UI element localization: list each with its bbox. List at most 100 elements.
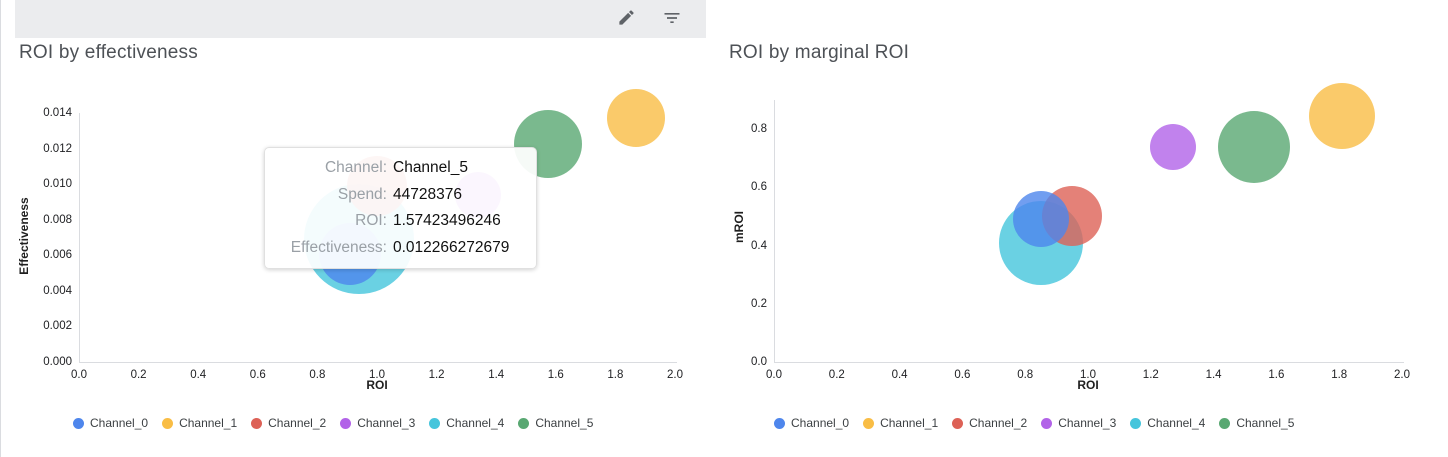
legend-item-Channel_1[interactable]: Channel_1 [863, 416, 938, 430]
bubble-Channel_5[interactable] [1218, 110, 1291, 183]
filter-button[interactable] [656, 3, 688, 35]
legend-item-Channel_4[interactable]: Channel_4 [1130, 416, 1205, 430]
x-tick-label: 0.8 [309, 369, 326, 381]
x-tick-label: 1.6 [1268, 369, 1285, 381]
legend-swatch [340, 417, 352, 429]
chart-card-roi-by-effectiveness: ROI by effectiveness ROI Effectiveness C… [1, 0, 711, 457]
legend-swatch [1219, 417, 1231, 429]
x-tick-label: 0.2 [828, 369, 845, 381]
legend-swatch [774, 417, 785, 429]
y-tick-label: 0.2 [751, 297, 767, 310]
legend-label: Channel_2 [268, 416, 327, 430]
y-tick-label: 0.006 [43, 249, 72, 262]
filter-list-icon [662, 8, 682, 31]
x-tick-label: 1.2 [428, 369, 445, 381]
legend-label: Channel_0 [791, 416, 850, 430]
legend-item-Channel_4[interactable]: Channel_4 [429, 416, 504, 430]
tooltip-value: Channel_5 [393, 159, 468, 176]
legend-item-Channel_3[interactable]: Channel_3 [1041, 416, 1116, 430]
x-axis-title: ROI [1077, 378, 1099, 392]
y-tick-label: 0.4 [751, 239, 767, 252]
legend-item-Channel_5[interactable]: Channel_5 [1219, 416, 1294, 430]
x-tick-label: 2.0 [1394, 369, 1410, 381]
legend-swatch [1130, 417, 1142, 429]
legend-item-Channel_0[interactable]: Channel_0 [774, 416, 849, 430]
legend-label: Channel_3 [357, 416, 416, 430]
x-tick-label: 0.0 [766, 369, 782, 381]
x-tick-label: 1.4 [1205, 369, 1222, 381]
tooltip-row: ROI: 1.57423496246 [271, 208, 522, 235]
legend-item-Channel_5[interactable]: Channel_5 [518, 416, 593, 430]
y-axis-line [79, 113, 80, 362]
tooltip-label: Effectiveness: [290, 238, 387, 256]
tooltip-label: Spend: [337, 185, 387, 203]
chart-title: ROI by marginal ROI [729, 42, 910, 63]
x-tick-label: 1.0 [369, 369, 385, 381]
y-tick-label: 0.002 [43, 320, 72, 333]
legend-item-Channel_2[interactable]: Channel_2 [251, 416, 326, 430]
x-tick-label: 0.6 [249, 369, 266, 381]
x-tick-label: 1.4 [488, 369, 505, 381]
legend-label: Channel_5 [535, 416, 594, 430]
y-tick-label: 0.6 [751, 181, 767, 194]
chart-hover-toolbar [15, 0, 706, 38]
legend-swatch [251, 417, 263, 429]
y-tick-label: 0.8 [751, 123, 767, 136]
legend-swatch [863, 417, 875, 429]
x-tick-label: 0.4 [891, 369, 908, 381]
legend-item-Channel_1[interactable]: Channel_1 [162, 416, 237, 430]
y-tick-label: 0.0 [751, 356, 767, 368]
y-axis-title: Effectiveness [17, 197, 31, 275]
x-tick-label: 1.8 [1331, 369, 1348, 381]
pencil-icon [617, 8, 636, 30]
x-tick-label: 1.6 [547, 369, 564, 381]
y-tick-label: 0.014 [43, 107, 72, 119]
tooltip-label: ROI: [355, 212, 387, 229]
tooltip-row: Channel: Channel_5 [271, 155, 522, 182]
bubble-Channel_1[interactable] [1309, 83, 1376, 149]
x-tick-label: 2.0 [667, 369, 683, 381]
y-tick-label: 0.012 [43, 142, 72, 155]
x-axis-line [774, 362, 1404, 363]
x-tick-label: 0.2 [130, 369, 147, 381]
tooltip-rows: Channel: Channel_5 Spend: 44728376 ROI: 1.574… [271, 155, 522, 261]
legend: Channel_0 Channel_1 Channel_2 Channel_3 Chan… [73, 413, 593, 433]
legend-swatch [952, 417, 964, 429]
legend-swatch [162, 417, 174, 429]
x-tick-label: 0.8 [1017, 369, 1034, 381]
legend-label: Channel_4 [446, 416, 505, 430]
legend-item-Channel_2[interactable]: Channel_2 [952, 416, 1027, 430]
x-tick-label: 0.4 [190, 369, 207, 381]
legend-item-Channel_0[interactable]: Channel_0 [73, 416, 148, 430]
chart-title: ROI by effectiveness [19, 42, 198, 63]
legend-label: Channel_0 [90, 416, 149, 430]
tooltip-row: Effectiveness: 0.012266272679 [271, 235, 522, 262]
legend-label: Channel_1 [880, 416, 939, 430]
bubble-Channel_0[interactable] [1012, 191, 1069, 248]
legend-item-Channel_3[interactable]: Channel_3 [340, 416, 415, 430]
legend-swatch [518, 417, 530, 429]
y-tick-label: 0.004 [43, 284, 72, 297]
tooltip-value: 44728376 [393, 185, 462, 203]
chart-card-roi-by-marginal-roi: ROI by marginal ROI ROI mROI Channel_0 Ch… [711, 0, 1448, 457]
x-axis-title: ROI [366, 378, 388, 392]
tooltip: Channel: Channel_5 Spend: 44728376 ROI: 1.574… [264, 147, 537, 269]
legend-swatch [73, 417, 84, 429]
legend-label: Channel_1 [179, 416, 238, 430]
legend-label: Channel_5 [1236, 416, 1295, 430]
tooltip-value: 0.012266272679 [393, 238, 510, 256]
y-axis-line [774, 100, 775, 362]
y-tick-label: 0.000 [43, 356, 72, 368]
legend-label: Channel_4 [1147, 416, 1206, 430]
x-tick-label: 1.0 [1080, 369, 1096, 381]
x-tick-label: 0.0 [71, 369, 87, 381]
bubble-Channel_1[interactable] [607, 89, 666, 148]
edit-button[interactable] [610, 3, 642, 35]
tooltip-label: Channel: [324, 159, 387, 176]
y-tick-label: 0.008 [43, 213, 72, 226]
bubble-Channel_3[interactable] [1149, 123, 1196, 170]
legend-swatch [429, 417, 441, 429]
legend-label: Channel_2 [969, 416, 1028, 430]
x-axis-line [79, 362, 677, 363]
